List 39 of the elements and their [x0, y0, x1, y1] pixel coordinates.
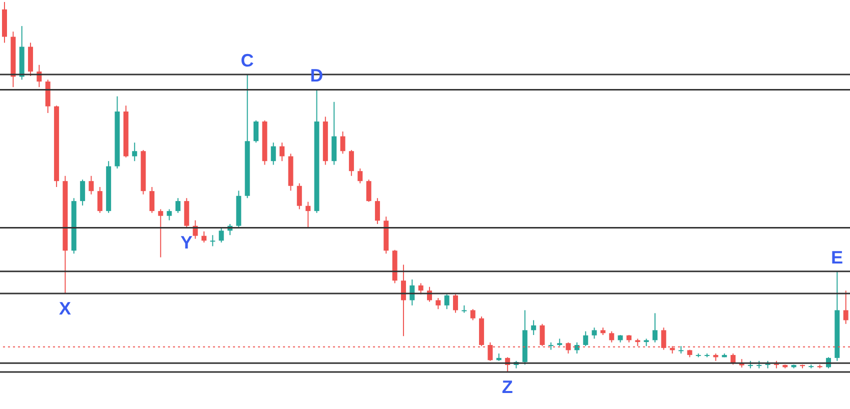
candlestick — [270, 142, 276, 166]
candlestick — [366, 179, 372, 202]
candlestick — [358, 168, 363, 184]
candlestick — [80, 179, 86, 206]
candlestick — [88, 175, 94, 195]
candlestick — [201, 230, 206, 243]
candlestick — [730, 353, 736, 366]
annotation: Y — [180, 232, 192, 252]
candlestick — [149, 186, 154, 214]
candlestick — [609, 330, 614, 343]
candlestick — [175, 198, 180, 214]
candlestick — [340, 131, 346, 154]
candlestick — [254, 120, 259, 144]
annotation: Z — [502, 376, 513, 397]
candlestick — [348, 150, 354, 176]
candlestick — [280, 142, 285, 162]
candlestick — [583, 330, 588, 347]
annotation: C — [240, 50, 254, 71]
candlestick — [444, 294, 450, 310]
candlestick — [97, 186, 102, 214]
candlestick — [166, 208, 172, 221]
candlestick — [374, 198, 380, 224]
candlestick — [400, 264, 406, 337]
candlestick — [306, 201, 311, 228]
candlestick — [436, 298, 441, 310]
candlestick — [158, 208, 164, 258]
annotation: E — [830, 247, 843, 268]
candlestick — [592, 327, 597, 340]
candlestick — [843, 290, 848, 324]
candlestick — [652, 312, 658, 343]
candlestick — [210, 234, 216, 247]
candlestick — [470, 308, 476, 321]
candlestick — [132, 142, 138, 162]
annotation: X — [59, 298, 72, 318]
candlestick — [418, 282, 424, 295]
candlestick — [453, 294, 458, 314]
candlestick — [218, 227, 224, 243]
candlestick — [531, 320, 536, 336]
candlestick — [296, 182, 302, 210]
